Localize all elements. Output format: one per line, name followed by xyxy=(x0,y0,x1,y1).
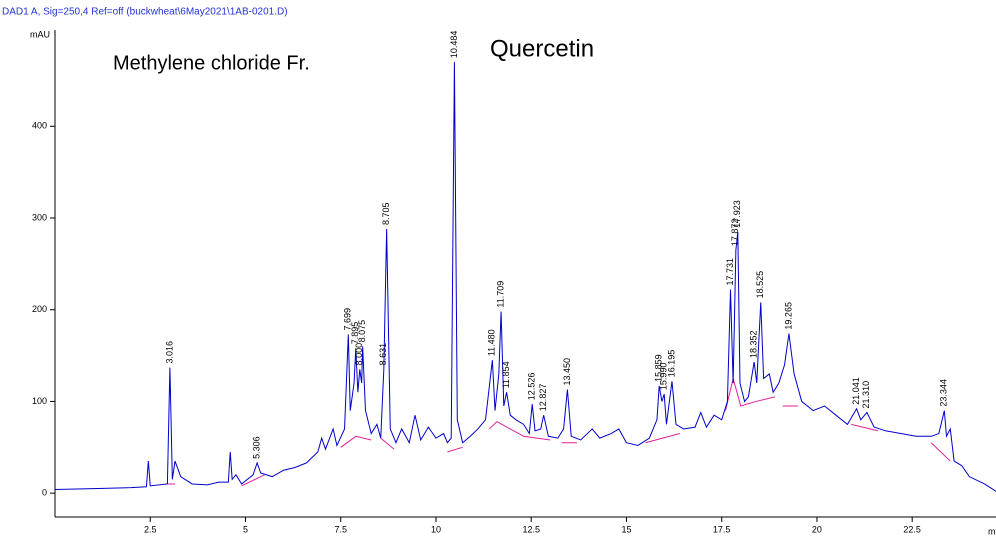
peak-label: 17.923 xyxy=(732,200,742,228)
x-tick-label: 17.5 xyxy=(713,524,731,534)
peak-label: 8.000 xyxy=(354,343,364,366)
peak-label: 12.526 xyxy=(527,373,537,401)
annotation: Methylene chloride Fr. xyxy=(113,52,310,74)
peak-label: 11.854 xyxy=(501,361,511,388)
x-tick-label: 12.5 xyxy=(522,524,540,534)
x-tick-label: 22.5 xyxy=(903,524,921,534)
peak-label: 10.484 xyxy=(449,31,459,59)
x-tick-label: 5 xyxy=(243,524,248,534)
peak-label: 21.310 xyxy=(861,381,871,409)
x-tick-label: 20 xyxy=(812,524,822,534)
peak-label: 8.705 xyxy=(381,202,391,225)
peak-label: 11.709 xyxy=(495,281,505,308)
peak-label: 17.731 xyxy=(725,258,735,286)
peak-label: 16.195 xyxy=(666,350,676,378)
x-axis-label: m xyxy=(988,526,996,536)
peak-label: 7.895 xyxy=(350,322,360,345)
trace-line xyxy=(54,62,996,492)
x-tick-label: 7.5 xyxy=(334,524,347,534)
peak-label: 15.990 xyxy=(659,363,669,391)
peak-label: 8.075 xyxy=(357,320,367,343)
annotation: Quercetin xyxy=(490,35,594,62)
peak-label: 21.041 xyxy=(851,377,861,405)
y-tick-label: 0 xyxy=(42,488,47,498)
y-tick-label: 400 xyxy=(32,121,47,131)
x-tick-label: 10 xyxy=(431,524,441,534)
peak-label: 8.631 xyxy=(378,343,388,366)
y-tick-label: 200 xyxy=(32,304,47,314)
y-tick-label: 300 xyxy=(32,212,47,222)
peak-label: 15.859 xyxy=(654,354,664,382)
peak-label: 5.306 xyxy=(252,436,262,459)
y-axis-label: mAU xyxy=(30,29,50,39)
peak-label: 18.525 xyxy=(755,271,765,299)
peak-label: 18.352 xyxy=(749,330,759,358)
x-tick-label: 15 xyxy=(621,524,631,534)
x-tick-label: 2.5 xyxy=(144,524,157,534)
peak-label: 17.872 xyxy=(730,219,740,247)
peak-label: 19.265 xyxy=(783,302,793,330)
peak-label: 12.827 xyxy=(538,384,548,412)
baseline-line xyxy=(165,378,951,487)
chart-title: DAD1 A, Sig=250,4 Ref=off (buckwheat\6Ma… xyxy=(2,7,288,18)
peak-label: 13.450 xyxy=(562,358,572,386)
peak-label: 11.480 xyxy=(487,329,497,356)
peak-label: 23.344 xyxy=(939,379,949,407)
y-tick-label: 100 xyxy=(32,396,47,406)
peak-label: 3.016 xyxy=(164,341,174,364)
peak-label: 7.699 xyxy=(343,308,353,331)
